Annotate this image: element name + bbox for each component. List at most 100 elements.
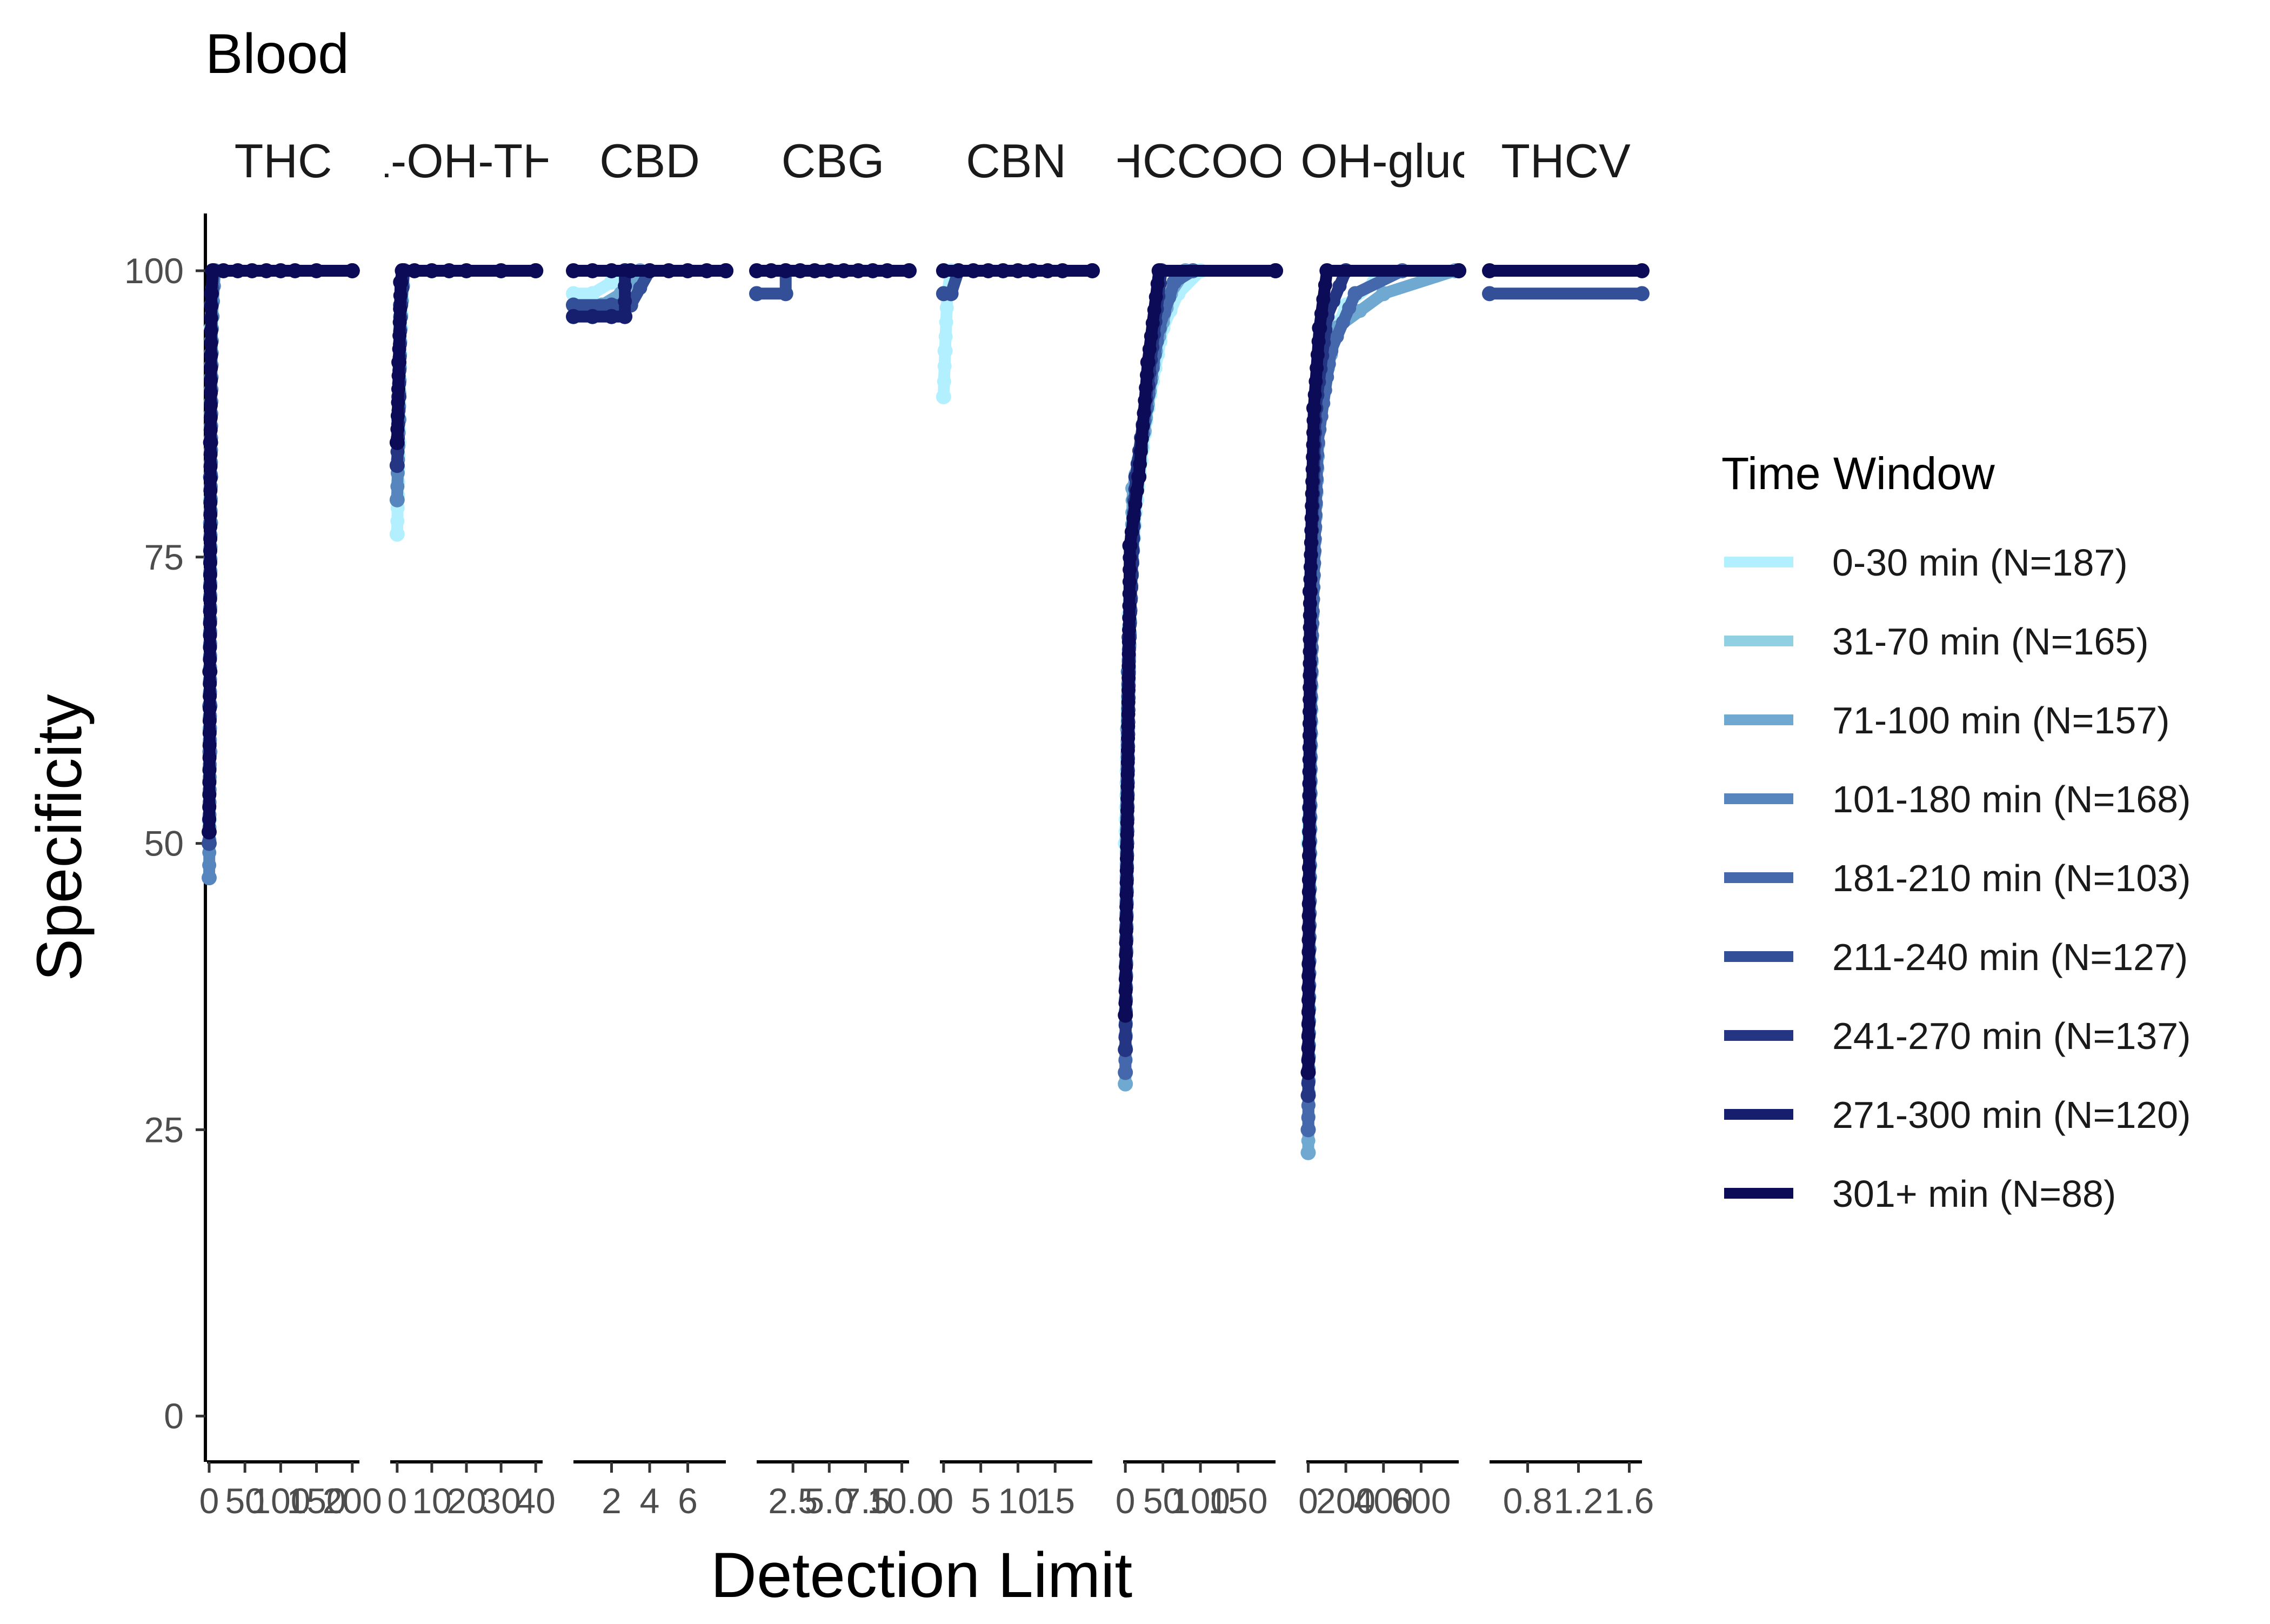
x-tick-label: 1.6 — [1605, 1481, 1654, 1521]
data-point — [936, 263, 951, 278]
data-point — [699, 263, 715, 278]
data-point — [1123, 550, 1137, 565]
data-point — [1134, 431, 1149, 446]
data-point — [1316, 292, 1331, 306]
x-tick-label: 600 — [1391, 1481, 1451, 1521]
data-point — [1304, 535, 1318, 550]
x-tick-label: 50 — [1143, 1481, 1183, 1521]
data-point — [1121, 683, 1136, 697]
data-point — [1122, 598, 1137, 613]
data-point — [1139, 380, 1153, 395]
data-point — [1119, 960, 1133, 974]
data-point — [1303, 669, 1317, 683]
legend-item: 101-180 min (N=168) — [1724, 778, 2191, 820]
data-point — [1118, 972, 1133, 986]
data-point — [1332, 279, 1347, 293]
data-point — [393, 302, 408, 316]
data-point — [1302, 777, 1317, 791]
data-point — [1119, 851, 1134, 866]
data-point — [980, 263, 996, 278]
data-point — [202, 763, 217, 778]
data-point — [1301, 957, 1316, 972]
data-point — [203, 677, 217, 691]
data-point — [395, 263, 410, 278]
data-point — [1301, 933, 1316, 947]
data-point — [1121, 707, 1136, 721]
data-point — [391, 395, 405, 410]
legend-item: 0-30 min (N=187) — [1724, 542, 2128, 584]
data-point — [1010, 263, 1026, 278]
x-tick-label: 15 — [1036, 1481, 1075, 1521]
data-point — [1451, 263, 1466, 278]
data-point — [1131, 469, 1147, 485]
data-point — [1308, 374, 1323, 389]
data-point — [528, 263, 544, 278]
y-tick-label: 0 — [164, 1396, 184, 1436]
data-point — [1040, 263, 1056, 278]
data-point — [1120, 743, 1135, 758]
data-point — [1130, 483, 1144, 498]
data-point — [604, 275, 619, 290]
data-point — [1124, 525, 1139, 539]
data-point — [1133, 444, 1148, 459]
facet-strip-label: 11-OH-THC — [342, 134, 592, 188]
data-point — [203, 652, 217, 667]
data-point — [1302, 765, 1317, 779]
legend-item: 301+ min (N=88) — [1724, 1173, 2116, 1215]
data-point — [204, 324, 218, 338]
data-point — [390, 422, 405, 437]
data-point — [1376, 286, 1391, 302]
data-point — [1336, 315, 1350, 330]
data-point — [1302, 800, 1317, 815]
data-point — [965, 263, 981, 278]
data-point — [1120, 816, 1134, 830]
data-point — [836, 263, 852, 278]
data-point — [1119, 948, 1133, 963]
x-tick-label: 150 — [287, 1481, 346, 1521]
data-point — [1136, 419, 1150, 433]
data-point — [1303, 620, 1317, 635]
data-point — [680, 263, 696, 278]
data-point — [1306, 413, 1321, 427]
data-point — [1121, 647, 1136, 661]
data-point — [1303, 692, 1317, 707]
data-point — [1305, 499, 1319, 513]
data-point — [1310, 361, 1324, 376]
data-point — [205, 263, 221, 278]
data-point — [1122, 574, 1137, 589]
data-point — [204, 361, 218, 376]
data-point — [1634, 286, 1650, 302]
data-point — [1302, 584, 1318, 599]
data-point — [938, 329, 953, 344]
data-point — [203, 507, 218, 522]
series-line-6 — [391, 265, 536, 466]
data-point — [604, 297, 619, 313]
legend-item: 271-300 min (N=120) — [1724, 1094, 2191, 1136]
data-point — [1301, 1005, 1316, 1020]
data-point — [1301, 1111, 1316, 1125]
data-point — [879, 263, 895, 278]
chart-title: Blood — [205, 23, 349, 85]
data-point — [202, 713, 217, 728]
data-point — [1120, 803, 1134, 818]
data-point — [392, 329, 407, 343]
data-point — [203, 459, 218, 474]
series-line-0 — [203, 265, 352, 821]
data-point — [344, 263, 360, 278]
data-point — [1118, 996, 1133, 1011]
facet-panel-2: CBD 2 4 6 — [566, 134, 733, 1521]
data-point — [1301, 909, 1316, 924]
data-point — [202, 776, 217, 790]
data-point — [203, 423, 218, 437]
data-point — [778, 286, 793, 302]
data-point — [792, 263, 808, 278]
data-point — [1482, 263, 1497, 278]
data-point — [1123, 563, 1137, 577]
data-point — [1306, 450, 1320, 464]
data-point — [1300, 1087, 1316, 1103]
data-point — [604, 263, 619, 278]
data-point — [203, 447, 218, 462]
